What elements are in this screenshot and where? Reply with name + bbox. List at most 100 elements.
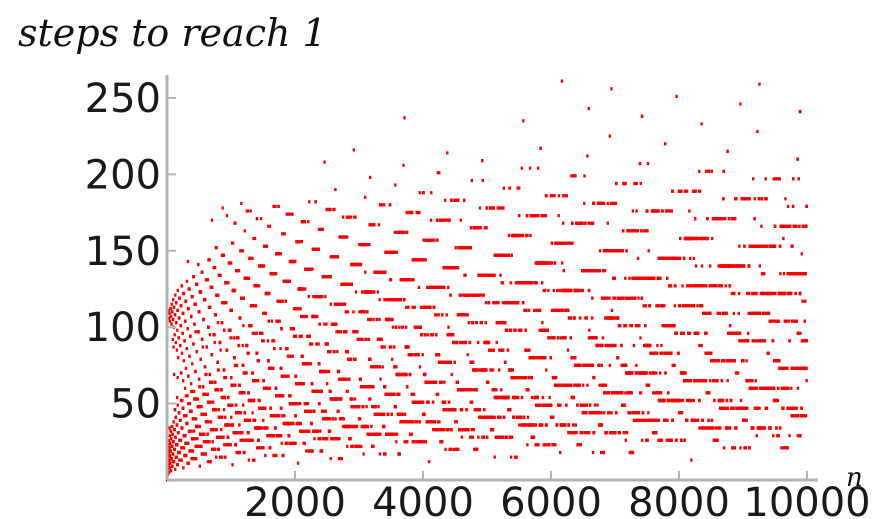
data-point bbox=[365, 405, 368, 409]
chart-title: steps to reach 1 bbox=[18, 11, 327, 55]
data-point bbox=[256, 379, 260, 383]
data-point bbox=[179, 324, 182, 328]
data-point bbox=[174, 435, 177, 439]
data-point bbox=[366, 424, 370, 429]
data-point bbox=[174, 293, 177, 297]
data-point bbox=[168, 311, 171, 315]
data-point bbox=[426, 285, 429, 289]
data-point bbox=[202, 452, 205, 456]
data-point bbox=[255, 379, 258, 383]
data-point bbox=[351, 397, 354, 401]
data-point bbox=[450, 198, 453, 202]
data-point bbox=[329, 275, 332, 279]
data-point bbox=[323, 417, 326, 421]
data-point bbox=[194, 397, 198, 401]
data-point bbox=[413, 353, 416, 357]
data-point bbox=[257, 359, 260, 363]
data-point bbox=[272, 453, 275, 458]
data-point bbox=[230, 415, 233, 419]
data-point bbox=[173, 313, 177, 317]
data-point bbox=[207, 325, 210, 329]
data-point bbox=[317, 227, 321, 231]
data-point bbox=[317, 389, 320, 393]
data-point bbox=[168, 426, 171, 430]
data-point bbox=[345, 330, 348, 334]
data-point bbox=[485, 368, 488, 372]
data-point bbox=[464, 313, 467, 317]
data-point bbox=[301, 354, 304, 358]
data-point bbox=[415, 420, 419, 424]
data-point bbox=[229, 423, 232, 427]
data-point bbox=[362, 452, 365, 456]
data-point bbox=[328, 417, 332, 421]
data-point bbox=[251, 398, 254, 403]
data-point bbox=[318, 362, 321, 366]
data-point bbox=[294, 374, 298, 378]
data-point bbox=[283, 414, 286, 418]
data-point bbox=[456, 266, 460, 270]
data-point bbox=[420, 440, 423, 444]
data-point bbox=[184, 394, 188, 398]
data-point bbox=[325, 437, 329, 441]
data-point bbox=[190, 314, 193, 319]
data-point bbox=[343, 302, 347, 306]
data-point bbox=[359, 337, 362, 341]
data-point bbox=[418, 210, 421, 215]
data-point bbox=[279, 252, 283, 256]
data-point bbox=[277, 319, 280, 323]
data-point bbox=[205, 345, 208, 349]
data-point bbox=[449, 360, 452, 364]
data-point bbox=[403, 298, 406, 302]
data-point bbox=[192, 437, 195, 441]
data-point bbox=[387, 412, 390, 416]
data-point bbox=[463, 198, 466, 202]
data-point bbox=[481, 368, 484, 372]
data-point bbox=[398, 325, 401, 329]
data-point bbox=[471, 388, 474, 392]
data-point bbox=[435, 333, 438, 337]
data-point bbox=[395, 432, 399, 436]
data-point bbox=[266, 426, 269, 430]
data-point bbox=[204, 392, 207, 396]
data-point bbox=[170, 424, 174, 429]
data-point bbox=[267, 224, 270, 228]
data-point bbox=[333, 350, 336, 354]
data-point bbox=[170, 322, 173, 326]
data-point bbox=[168, 446, 171, 450]
data-point bbox=[385, 298, 388, 302]
data-point bbox=[378, 298, 381, 302]
data-point bbox=[378, 317, 381, 322]
data-point bbox=[395, 250, 398, 254]
data-point bbox=[418, 365, 422, 369]
data-point bbox=[230, 336, 233, 340]
data-point bbox=[295, 421, 299, 426]
data-point bbox=[445, 313, 448, 317]
data-point bbox=[183, 339, 186, 343]
data-point bbox=[429, 420, 433, 424]
data-point bbox=[175, 348, 179, 352]
data-point bbox=[458, 428, 461, 432]
data-point bbox=[187, 374, 190, 378]
data-point bbox=[294, 259, 297, 264]
data-point bbox=[437, 353, 441, 357]
data-point bbox=[291, 354, 294, 358]
data-point bbox=[444, 447, 447, 451]
data-point bbox=[246, 343, 249, 348]
data-point bbox=[256, 284, 259, 288]
data-point bbox=[217, 447, 220, 451]
data-point bbox=[356, 330, 359, 334]
data-point bbox=[351, 444, 354, 448]
data-point bbox=[396, 412, 400, 416]
data-point bbox=[215, 428, 218, 432]
data-point bbox=[181, 398, 184, 403]
data-point bbox=[469, 226, 473, 230]
data-point bbox=[167, 443, 170, 447]
data-point bbox=[355, 444, 358, 448]
data-point bbox=[193, 389, 196, 393]
data-point bbox=[272, 434, 275, 438]
data-point bbox=[176, 403, 179, 407]
data-point bbox=[393, 250, 396, 254]
data-point bbox=[418, 440, 421, 444]
data-point bbox=[376, 432, 380, 436]
data-point bbox=[219, 435, 222, 439]
